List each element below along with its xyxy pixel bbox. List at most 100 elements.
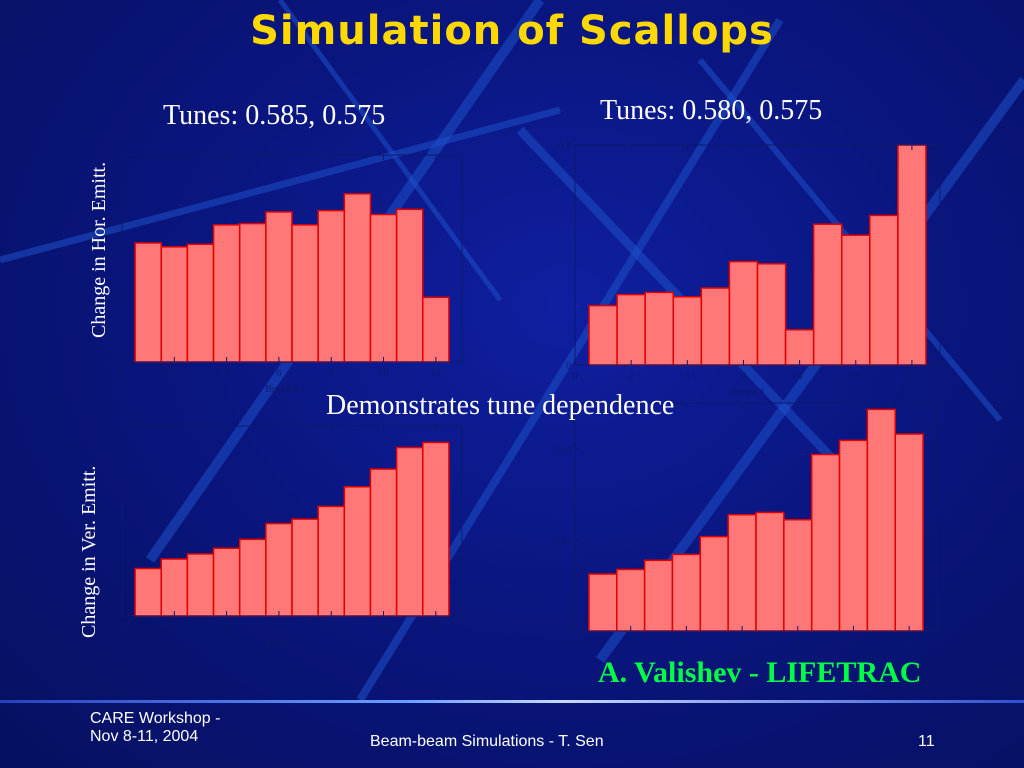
footer-divider — [0, 700, 1024, 703]
x-tick-label: 12 — [907, 371, 917, 382]
bar-bunch-1 — [134, 567, 162, 617]
x-tick-label: 0 — [573, 637, 578, 648]
bar-bunch-12 — [422, 441, 450, 617]
bar-bunch-3 — [186, 553, 215, 617]
bar-bunch-9 — [812, 223, 843, 366]
plot-frame — [121, 425, 463, 617]
bar-bunch-2 — [160, 558, 189, 617]
bar-bunch-10 — [840, 234, 871, 366]
footer-talk-title: Beam-beam Simulations - T. Sen — [370, 733, 604, 750]
x-axis-label: Bunch # — [265, 638, 299, 649]
x-tick-label: 0 — [573, 371, 578, 382]
bar-bunch-5 — [700, 287, 731, 366]
x-tick-label: 8 — [795, 637, 800, 648]
bar-bunch-10 — [369, 468, 398, 617]
bar-bunch-11 — [395, 208, 424, 363]
bar-bunch-1 — [588, 573, 618, 632]
x-tick-label: 4 — [684, 637, 689, 648]
tune-dependence-note: Demonstrates tune dependence — [326, 390, 675, 421]
x-tick-label: 8 — [329, 368, 334, 379]
x-tick-label: 10 — [379, 368, 389, 379]
bar-bunch-4 — [212, 224, 241, 363]
plot-frame — [121, 154, 463, 363]
bar-bunch-3 — [186, 243, 215, 363]
bar-bunch-5 — [238, 538, 267, 617]
tune-label-left: Tunes: 0.585, 0.575 — [163, 100, 386, 131]
x-tick-label: 10 — [851, 371, 861, 382]
bar-bunch-7 — [291, 518, 319, 617]
x-axis-label: Bunch # — [265, 384, 299, 395]
bar-bunch-11 — [866, 408, 896, 632]
x-tick-label: 4 — [685, 371, 690, 382]
x-tick-label: 6 — [740, 637, 745, 648]
plot-frame — [574, 402, 938, 632]
x-tick-label: 12 — [431, 622, 441, 633]
bar-bunch-6 — [265, 522, 293, 617]
y-tick-label: 0.1 — [559, 141, 572, 152]
x-tick-label: 2 — [628, 637, 633, 648]
x-tick-label: 0 — [120, 622, 125, 633]
bar-bunch-10 — [838, 439, 869, 632]
bar-bunch-10 — [369, 213, 398, 363]
bar-bunch-8 — [317, 209, 346, 363]
bar-bunch-12 — [897, 144, 927, 366]
x-tick-label: 0 — [120, 368, 125, 379]
bar-bunch-5 — [238, 222, 267, 363]
x-tick-label: 4 — [224, 622, 229, 633]
bar-bunch-8 — [784, 329, 815, 366]
bar-bunch-6 — [728, 260, 759, 366]
bar-bunch-2 — [616, 293, 646, 366]
bar-bunch-2 — [616, 568, 646, 632]
y-tick-label: 0 — [566, 627, 571, 638]
bar-bunch-1 — [134, 242, 162, 363]
slide-title: Simulation of Scallops — [250, 8, 774, 54]
x-tick-label: 6 — [741, 371, 746, 382]
x-tick-label: 10 — [848, 637, 858, 648]
chart-bottom-right: 0 2 4 6 8 10 12 0 0.02 0.04 Bunch # — [555, 402, 938, 664]
bar-bunch-2 — [160, 246, 189, 363]
y-tick-label: 0.2 — [559, 141, 572, 152]
bar-bunch-1 — [588, 304, 618, 366]
bar-bunch-5 — [699, 535, 729, 632]
bar-bunch-7 — [756, 263, 787, 366]
bar-bunch-6 — [265, 211, 293, 363]
bar-bunch-12 — [422, 296, 450, 363]
x-tick-label: 6 — [276, 368, 281, 379]
chart-bottom-left: 0 2 4 6 8 10 12 0.3 Bunch # — [106, 422, 463, 649]
x-tick-label: 12 — [431, 368, 441, 379]
bar-bunch-11 — [395, 446, 424, 617]
x-tick-label: 10 — [379, 622, 389, 633]
x-tick-label: 2 — [172, 622, 177, 633]
y-tick-label: 0.3 — [106, 422, 119, 433]
bar-bunch-7 — [291, 224, 319, 363]
chart-top-left: 0 2 4 6 8 10 12 Bunch # — [120, 154, 463, 395]
x-tick-label: 8 — [329, 622, 334, 633]
x-tick-label: 12 — [904, 637, 914, 648]
bar-bunch-4 — [672, 296, 703, 366]
x-tick-label: 8 — [797, 371, 802, 382]
bar-bunch-3 — [643, 559, 674, 632]
y-tick-label: 0.04 — [555, 445, 571, 456]
bar-bunch-9 — [343, 486, 372, 617]
bar-bunch-6 — [727, 513, 757, 632]
bar-bunch-9 — [810, 453, 841, 632]
footer-event-line1: CARE Workshop - — [90, 710, 221, 727]
hor-emittance-axis-label: Change in Hor. Emitt. — [88, 161, 110, 338]
x-tick-label: 4 — [224, 368, 229, 379]
chart-top-right: 0 2 4 6 8 10 12 0 0.10.2 Bunch # — [559, 141, 941, 398]
plot-frame — [574, 144, 941, 366]
x-axis-label: Bunch # — [729, 653, 763, 664]
y-tick-label: 0 — [566, 361, 571, 372]
x-tick-label: 2 — [629, 371, 634, 382]
credit-text: A. Valishev - LIFETRAC — [598, 656, 922, 689]
x-tick-label: 6 — [276, 622, 281, 633]
bar-bunch-7 — [755, 511, 785, 632]
footer-event: CARE Workshop - Nov 8-11, 2004 — [90, 710, 220, 746]
bar-bunch-4 — [671, 553, 702, 632]
bar-bunch-8 — [783, 518, 813, 632]
footer-event-line2: Nov 8-11, 2004 — [90, 728, 199, 745]
bar-bunch-12 — [894, 433, 924, 632]
x-tick-label: 2 — [172, 368, 177, 379]
tune-label-right: Tunes: 0.580, 0.575 — [600, 95, 823, 126]
bar-bunch-4 — [212, 547, 241, 617]
